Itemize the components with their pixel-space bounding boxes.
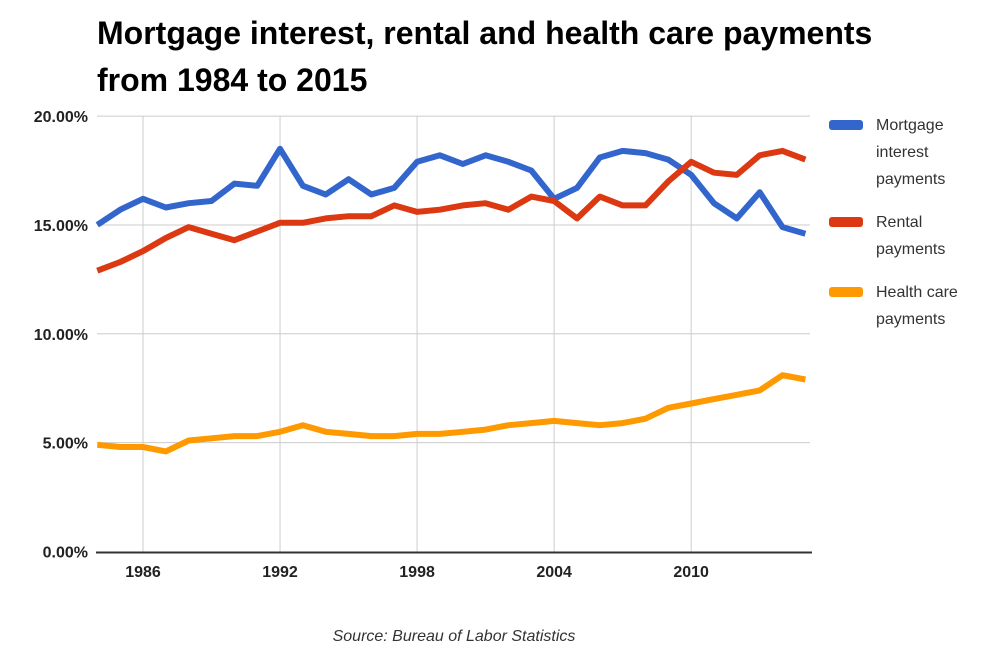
y-tick-label: 10.00% <box>34 327 88 344</box>
legend-item-rental-payments: Rental payments <box>829 209 961 263</box>
series-line-rental-payments <box>96 147 807 274</box>
legend-label: Health care payments <box>876 284 958 328</box>
series-line-mortgage-interest-payments <box>95 145 807 237</box>
x-tick-label: 2004 <box>536 564 572 581</box>
series-line-health-care-payments <box>97 372 806 455</box>
chart-title: Mortgage interest, rental and health car… <box>97 15 873 98</box>
legend-item-mortgage-interest-payments: Mortgage interest payments <box>829 112 961 193</box>
x-tick-label: 1992 <box>262 564 298 581</box>
legend-item-health-care-payments: Health care payments <box>829 279 961 333</box>
legend-swatch-mortgage-interest-payments <box>829 120 863 130</box>
legend-swatch-rental-payments <box>829 217 863 227</box>
legend-label: Mortgage interest payments <box>876 117 946 188</box>
source-note: Source: Bureau of Labor Statistics <box>332 628 576 645</box>
legend-swatch-health-care-payments <box>829 287 863 297</box>
x-tick-label: 2010 <box>673 564 709 581</box>
x-tick-label: 1998 <box>399 564 435 581</box>
y-tick-label: 15.00% <box>34 218 88 235</box>
legend: Mortgage interest payments Rental payment… <box>829 112 961 349</box>
y-tick-label: 5.00% <box>43 436 88 453</box>
y-tick-label: 0.00% <box>43 545 88 562</box>
x-tick-label: 1986 <box>125 564 161 581</box>
y-tick-label: 20.00% <box>34 109 88 126</box>
legend-label: Rental payments <box>876 214 946 258</box>
